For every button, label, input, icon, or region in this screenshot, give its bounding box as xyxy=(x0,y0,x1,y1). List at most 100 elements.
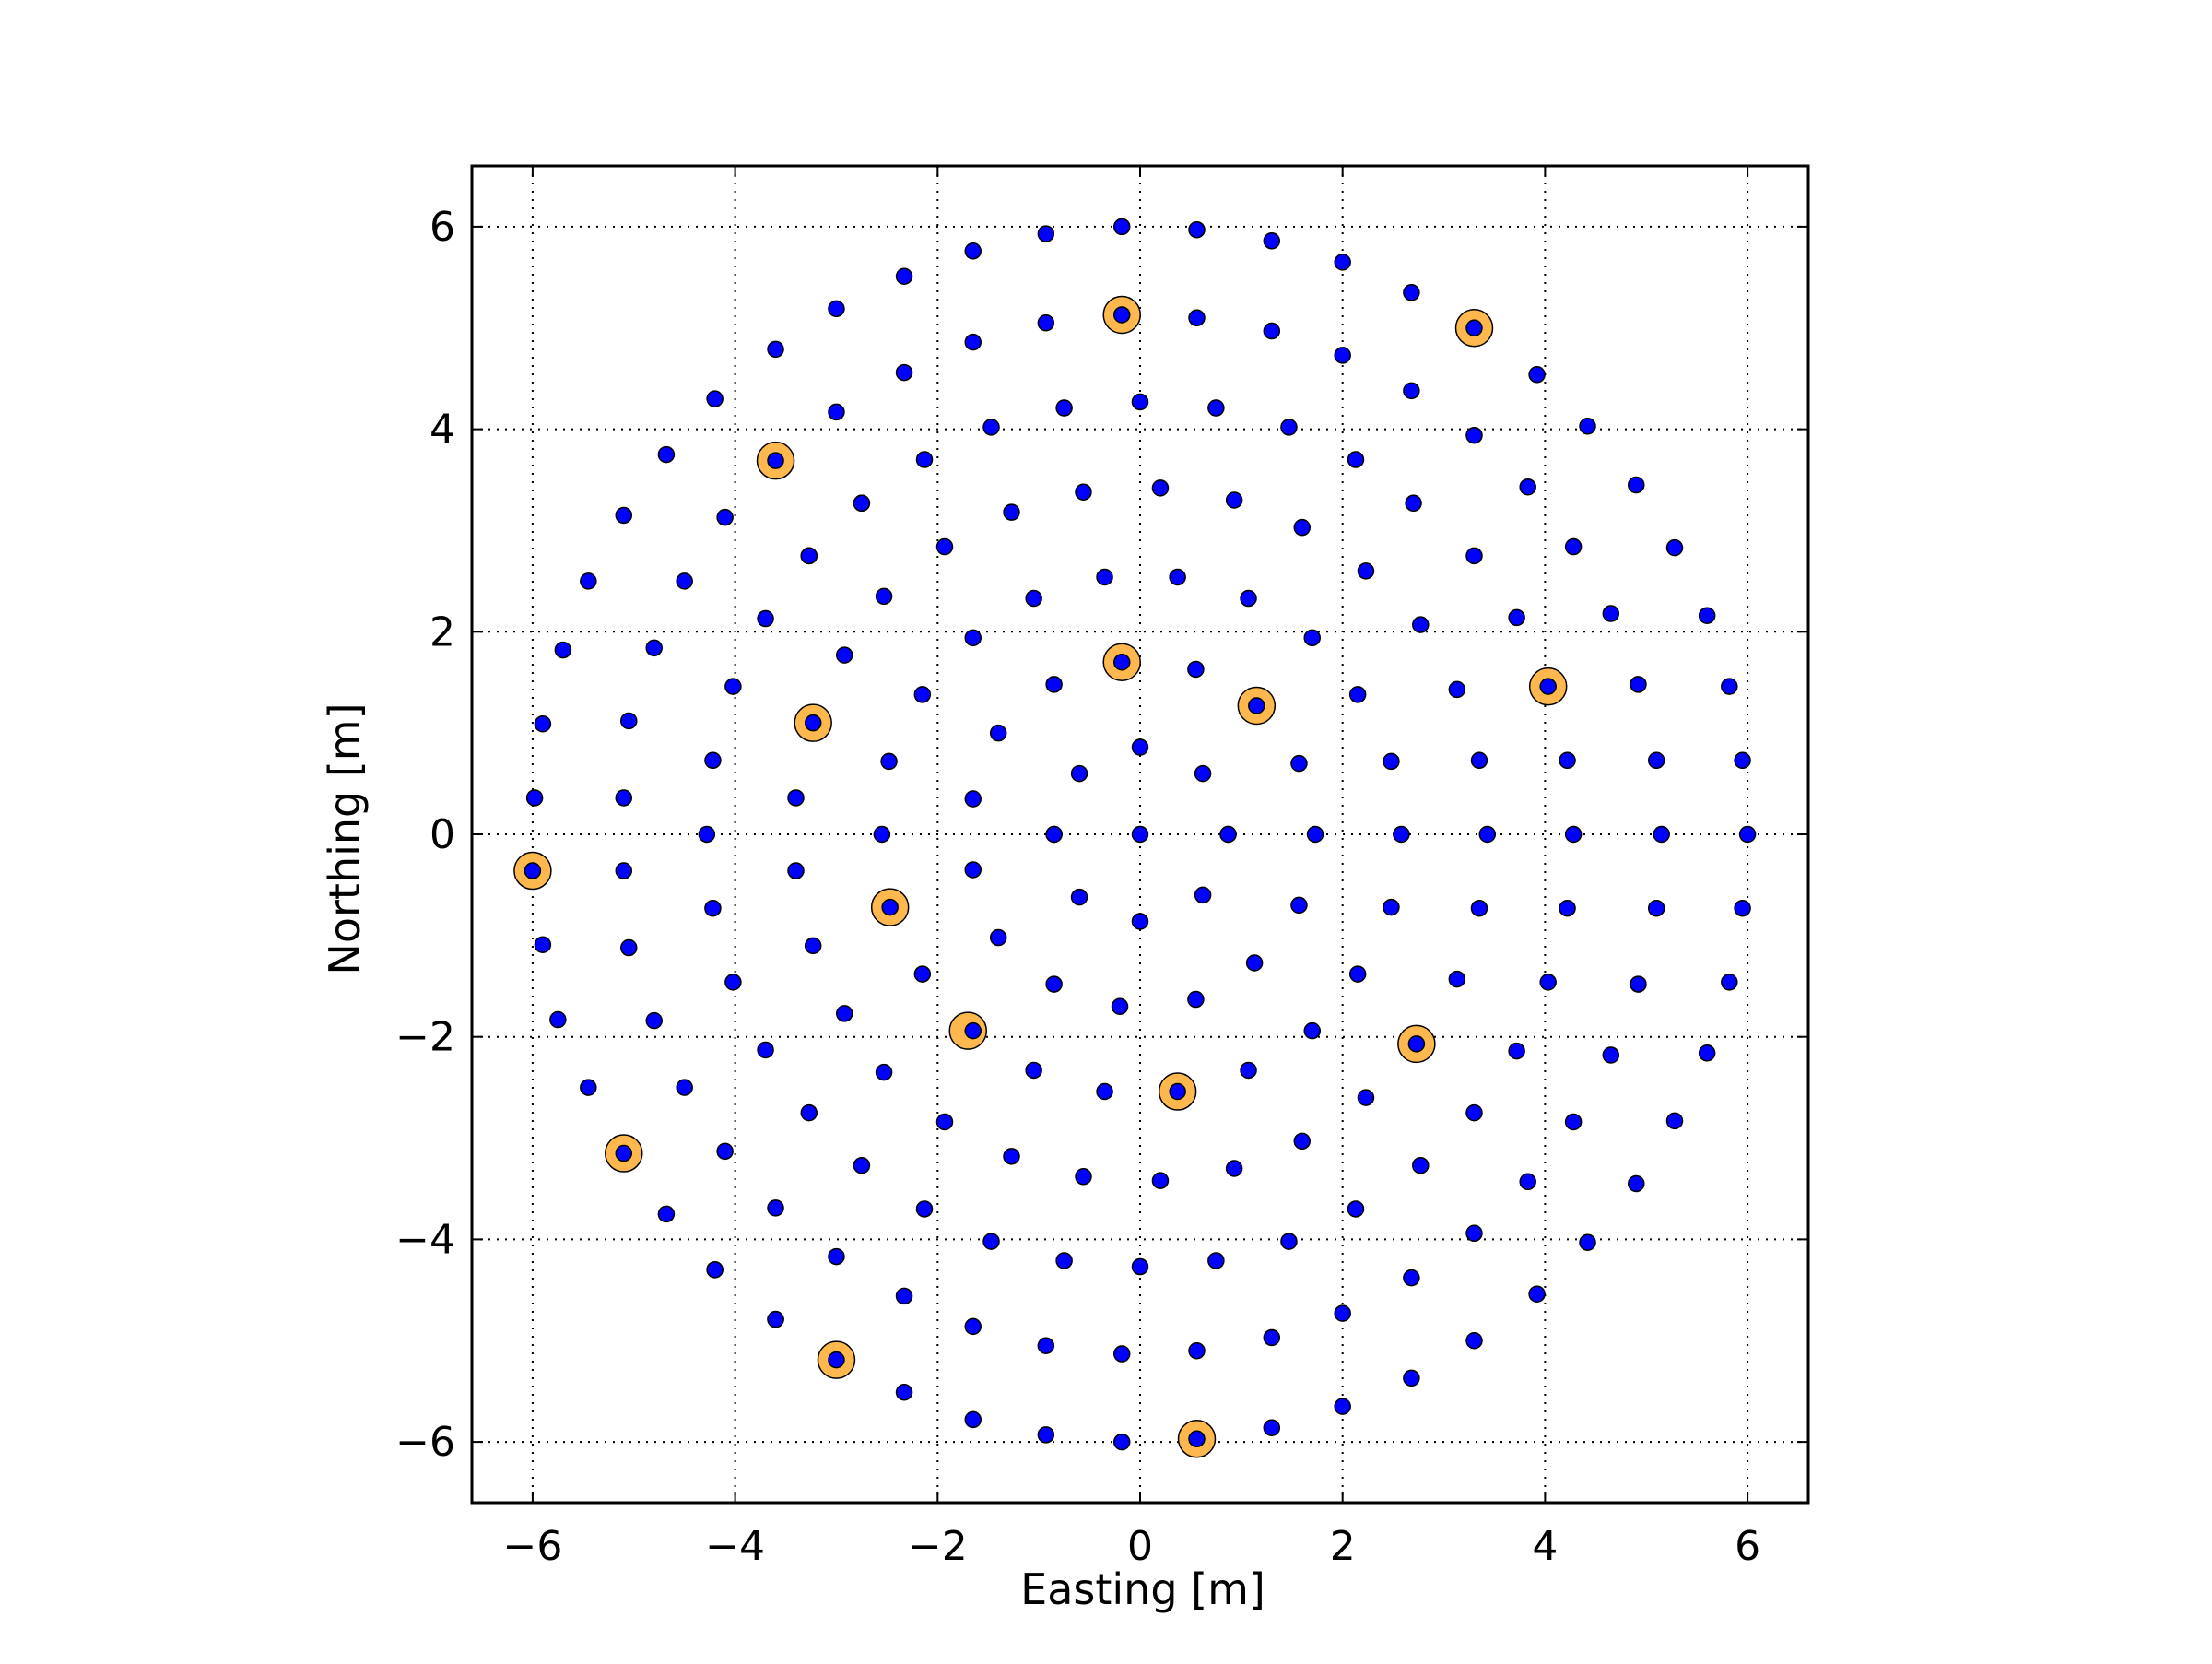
element-point xyxy=(1263,322,1281,340)
element-point xyxy=(1075,483,1092,501)
element-point xyxy=(1564,1113,1583,1131)
element-point xyxy=(524,862,542,879)
x-tick-label: 6 xyxy=(1735,1523,1760,1570)
element-point xyxy=(1382,752,1400,771)
y-tick-label: −2 xyxy=(395,1014,455,1061)
element-point xyxy=(1169,568,1186,586)
element-point xyxy=(1412,1156,1430,1174)
element-point xyxy=(615,506,633,525)
element-point xyxy=(1334,1304,1351,1322)
y-tick-label: 0 xyxy=(429,811,455,858)
element-point xyxy=(875,587,893,606)
y-tick-label: 4 xyxy=(429,407,455,454)
element-point xyxy=(1403,284,1420,301)
element-point xyxy=(704,899,722,917)
element-point xyxy=(1519,1173,1536,1191)
element-point xyxy=(1151,479,1170,497)
element-point xyxy=(1131,393,1149,411)
element-point xyxy=(1382,898,1400,916)
element-point xyxy=(1508,1042,1525,1060)
element-point xyxy=(1465,426,1483,444)
element-point xyxy=(1070,888,1088,906)
element-point xyxy=(1403,1269,1420,1287)
element-point xyxy=(828,403,845,421)
element-point xyxy=(964,333,982,351)
element-point xyxy=(1478,825,1497,844)
element-point xyxy=(1602,605,1620,622)
element-point xyxy=(1003,1148,1020,1165)
element-point xyxy=(1579,1233,1596,1251)
element-point xyxy=(880,752,898,771)
element-point xyxy=(1112,1345,1131,1363)
element-point xyxy=(835,646,853,664)
element-point xyxy=(1647,899,1665,917)
element-point xyxy=(982,419,1000,436)
element-point xyxy=(804,714,822,732)
element-point xyxy=(1003,503,1020,521)
element-point xyxy=(1348,686,1367,703)
element-point xyxy=(1698,607,1716,624)
y-tick-label: 2 xyxy=(429,608,455,655)
element-point xyxy=(757,1041,774,1059)
element-point xyxy=(1519,478,1536,496)
element-point xyxy=(1403,1369,1420,1387)
element-point xyxy=(767,452,784,469)
element-point xyxy=(913,965,932,983)
element-point xyxy=(1096,568,1113,586)
x-tick-label: −6 xyxy=(502,1523,562,1570)
element-point xyxy=(1188,309,1206,327)
element-point xyxy=(615,862,633,879)
element-point xyxy=(767,340,784,359)
element-point xyxy=(1347,1200,1365,1218)
element-point xyxy=(964,861,982,879)
element-point xyxy=(767,1310,784,1328)
element-point xyxy=(767,1199,784,1217)
element-point xyxy=(989,724,1007,742)
element-point xyxy=(1263,1328,1281,1347)
element-point xyxy=(1290,754,1308,773)
element-point xyxy=(1539,974,1557,991)
element-point xyxy=(1528,366,1546,384)
element-point xyxy=(1559,751,1576,770)
element-point xyxy=(645,639,663,657)
element-point xyxy=(1734,751,1751,770)
x-tick-label: −4 xyxy=(705,1523,765,1570)
element-point xyxy=(657,1205,676,1223)
element-point xyxy=(580,572,597,590)
element-point xyxy=(525,789,544,807)
element-point xyxy=(1225,491,1243,509)
element-point xyxy=(1348,965,1367,983)
element-point xyxy=(1240,589,1257,608)
element-point xyxy=(1528,1285,1546,1303)
element-point xyxy=(787,789,805,807)
element-point xyxy=(1112,1433,1131,1451)
element-point xyxy=(1280,419,1298,436)
element-point xyxy=(1306,825,1324,844)
element-point xyxy=(964,1317,982,1336)
element-point xyxy=(1564,825,1583,844)
element-point xyxy=(1630,975,1647,993)
element-point xyxy=(1465,1331,1483,1350)
element-point xyxy=(828,1351,845,1369)
element-point xyxy=(1334,1398,1351,1415)
element-point xyxy=(875,1063,893,1081)
element-point xyxy=(1630,676,1647,693)
element-point xyxy=(1240,1061,1257,1080)
element-point xyxy=(982,1233,1000,1250)
y-axis-label: Northing [m] xyxy=(320,702,370,974)
element-point xyxy=(1225,1160,1243,1177)
element-points xyxy=(524,218,1757,1451)
element-point xyxy=(835,1005,853,1022)
element-point xyxy=(828,1247,845,1266)
element-point xyxy=(580,1079,597,1096)
element-point xyxy=(895,1287,913,1305)
element-point xyxy=(1055,1252,1073,1269)
element-point xyxy=(1698,1044,1716,1062)
element-point xyxy=(1037,1426,1055,1444)
element-point xyxy=(915,1200,934,1218)
x-tick-label: 0 xyxy=(1127,1523,1153,1570)
element-point xyxy=(964,1410,982,1429)
element-point xyxy=(1357,1089,1375,1106)
